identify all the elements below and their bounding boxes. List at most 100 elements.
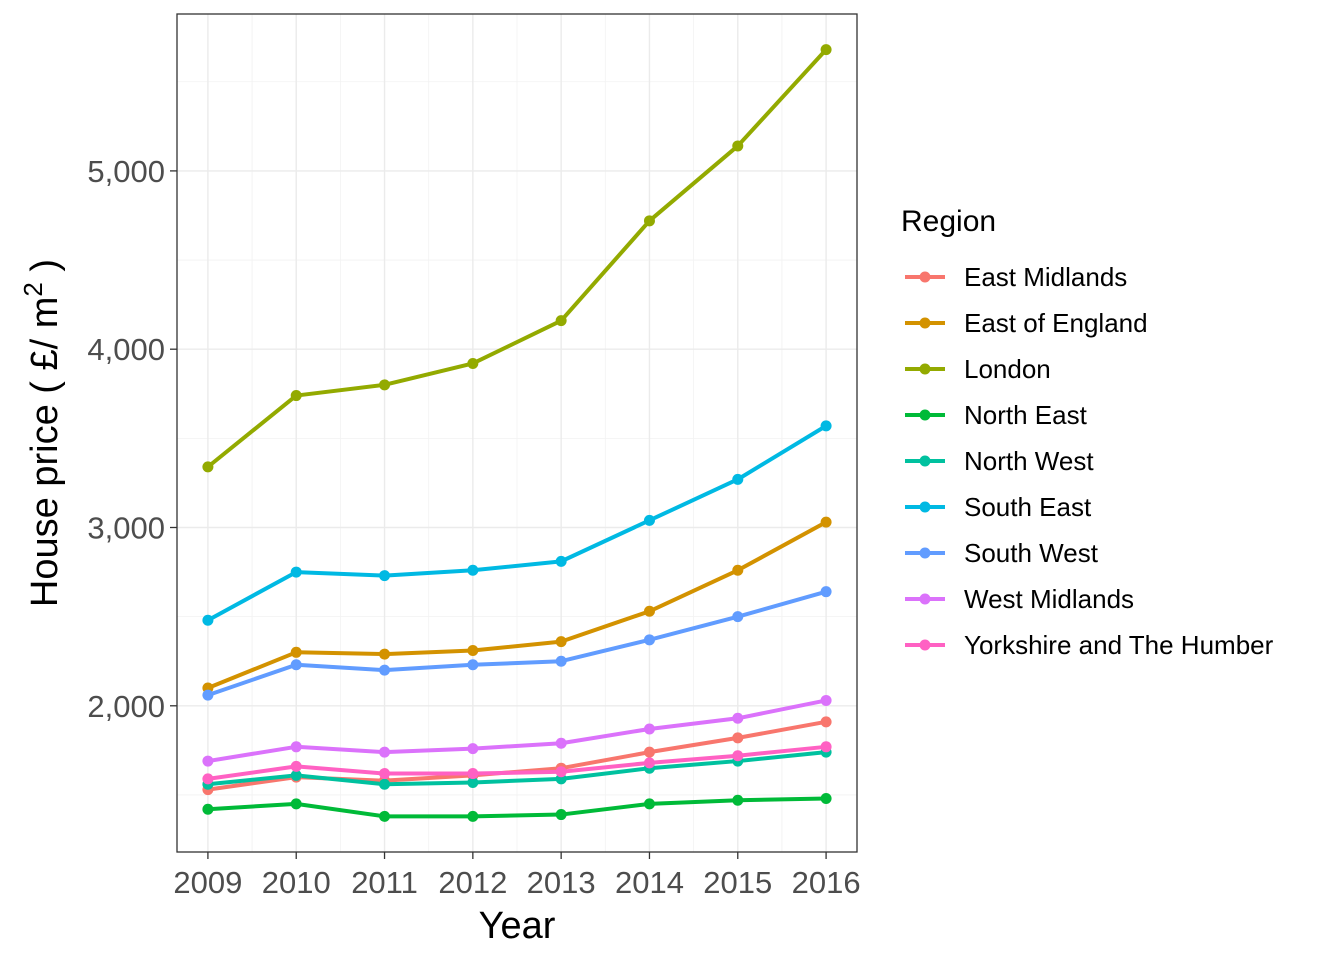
data-point [202, 689, 214, 701]
x-tick-label: 2014 [615, 865, 684, 900]
series-line [207, 520, 828, 690]
data-point [202, 461, 214, 473]
legend-key-point [919, 639, 931, 651]
data-point [555, 737, 567, 749]
data-point [290, 798, 302, 810]
series-line [206, 424, 828, 622]
data-point [290, 741, 302, 753]
data-point [379, 810, 391, 822]
data-point [379, 570, 391, 582]
data-point [643, 723, 655, 735]
legend-key-point [919, 593, 931, 605]
legend-item: East of England [905, 308, 1148, 338]
legend-label: West Midlands [964, 584, 1134, 614]
legend-label: North West [964, 446, 1094, 476]
y-axis-title-superscript: 2 [18, 282, 48, 296]
data-point [467, 810, 479, 822]
data-point [290, 646, 302, 658]
y-axis-title-close: ) [24, 259, 66, 282]
data-point [555, 655, 567, 667]
x-tick-label: 2016 [792, 865, 861, 900]
data-point [290, 390, 302, 402]
data-point [820, 741, 832, 753]
data-point [555, 555, 567, 567]
major-grid [177, 14, 857, 852]
series-line [207, 698, 827, 764]
data-point [555, 636, 567, 648]
legend-item: East Midlands [905, 262, 1127, 292]
data-point [379, 379, 391, 391]
legend-label: South West [964, 538, 1099, 568]
y-axis-title-main: House price ( £/ m [24, 297, 66, 607]
data-point [732, 140, 744, 152]
legend-item: South West [905, 538, 1099, 568]
data-point [643, 634, 655, 646]
x-tick-label: 2009 [173, 865, 242, 900]
x-tick-label: 2011 [351, 865, 418, 900]
data-point [290, 760, 302, 772]
series-line [207, 750, 827, 787]
legend-title: Region [901, 205, 996, 238]
legend-item: South East [905, 492, 1092, 522]
data-point [202, 755, 214, 767]
legend: Region East Midlands East of England Londo… [901, 205, 1274, 660]
data-point [643, 798, 655, 810]
data-point [290, 566, 302, 578]
data-point [732, 794, 744, 806]
series-line [207, 589, 827, 697]
legend-key-point [919, 547, 931, 559]
data-point [820, 716, 832, 728]
data-point [290, 659, 302, 671]
data-point [820, 420, 832, 432]
legend-key-point [919, 455, 931, 467]
legend-key-point [919, 409, 931, 421]
x-tick-label: 2012 [438, 865, 507, 900]
data-point [555, 766, 567, 778]
legend-item: Yorkshire and The Humber [905, 630, 1274, 660]
series-line [206, 48, 828, 469]
data-point [467, 645, 479, 657]
data-point [467, 564, 479, 576]
data-point [643, 215, 655, 227]
data-point [732, 732, 744, 744]
y-axis-title: House price ( £/ m2 ) [18, 259, 66, 607]
x-tick-label: 2010 [262, 865, 331, 900]
minor-grid [177, 14, 857, 852]
data-point [732, 750, 744, 762]
legend-item: London [905, 354, 1051, 384]
legend-label: North East [964, 400, 1088, 430]
data-point [202, 773, 214, 785]
legend-label: Yorkshire and The Humber [964, 630, 1274, 660]
legend-key-point [919, 271, 931, 283]
legend-label: London [964, 354, 1051, 384]
y-axis-ticks: 2,000 3,000 4,000 5,000 [87, 154, 177, 724]
plot-border [176, 13, 858, 853]
data-point [643, 757, 655, 769]
data-point [202, 803, 214, 815]
legend-key-point [919, 317, 931, 329]
series-lines [206, 48, 828, 819]
legend-key-point [919, 501, 931, 513]
data-point [467, 768, 479, 780]
data-point [732, 564, 744, 576]
y-tick-label: 5,000 [87, 154, 165, 189]
data-point [467, 743, 479, 755]
data-point [379, 768, 391, 780]
legend-label: East Midlands [964, 262, 1127, 292]
data-point [379, 648, 391, 660]
legend-key-point [919, 363, 931, 375]
data-point [379, 778, 391, 790]
x-tick-label: 2015 [703, 865, 772, 900]
data-point [467, 659, 479, 671]
y-tick-label: 4,000 [87, 332, 165, 367]
legend-item: West Midlands [905, 584, 1134, 614]
data-point [643, 514, 655, 526]
legend-label: South East [964, 492, 1092, 522]
data-point [820, 44, 832, 56]
data-point [732, 712, 744, 724]
x-axis-title: Year [479, 905, 556, 947]
data-point [555, 809, 567, 821]
data-point [820, 793, 832, 805]
data-point [555, 315, 567, 327]
